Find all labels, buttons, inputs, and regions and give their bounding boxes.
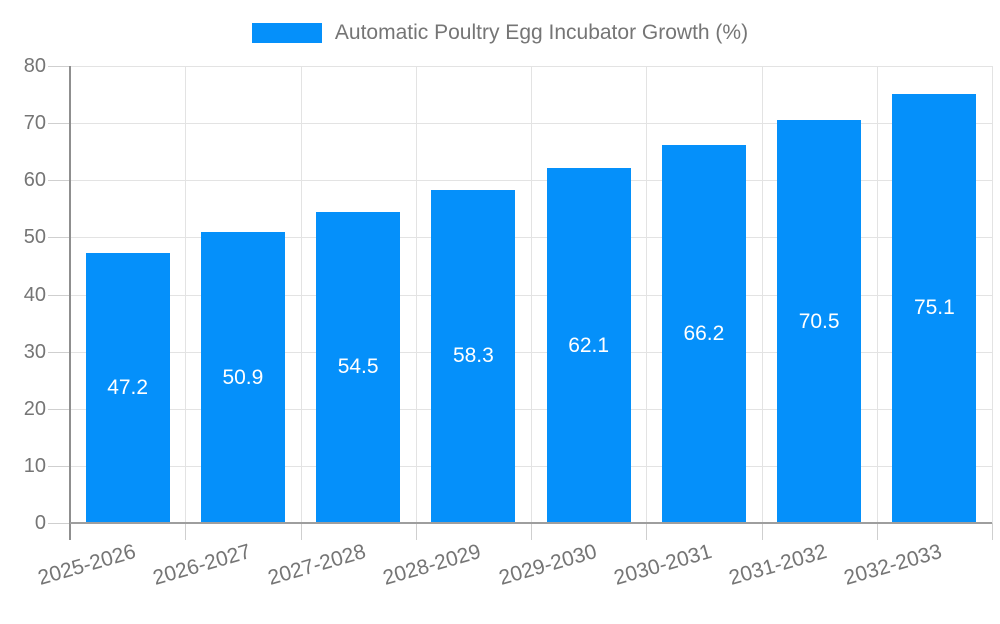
chart-container: Automatic Poultry Egg Incubator Growth (… [0, 20, 1000, 590]
bar: 50.9 [200, 232, 285, 523]
gridline-vertical [185, 66, 186, 523]
x-axis-tick [531, 523, 532, 540]
plot-area: 0 10 20 30 40 50 60 70 80 47.2 50.9 54.5 58.3 62.1 66.… [23, 55, 993, 590]
gridline-vertical [646, 66, 647, 523]
gridline-vertical [301, 66, 302, 523]
bar-value-label: 66.2 [683, 321, 725, 345]
bar: 75.1 [892, 93, 977, 523]
bar-value-label: 54.5 [337, 355, 379, 379]
y-axis-tick [48, 237, 70, 238]
x-axis-tick [646, 523, 647, 540]
x-axis-tick [762, 523, 763, 540]
bar-value-label: 58.3 [452, 344, 494, 368]
x-axis-tick [877, 523, 878, 540]
y-axis-tick-label: 10 [23, 455, 46, 477]
y-axis-tick [48, 180, 70, 181]
bar: 54.5 [316, 211, 401, 523]
y-axis-tick-label: 80 [23, 55, 46, 77]
bar: 47.2 [85, 253, 170, 523]
bar-value-label: 70.5 [798, 309, 840, 333]
y-axis-tick-label: 0 [34, 512, 46, 534]
legend-swatch [251, 23, 322, 43]
y-axis-tick [48, 66, 70, 67]
bar-value-label: 47.2 [107, 376, 149, 400]
x-axis-tick [992, 523, 993, 540]
gridline-vertical [877, 66, 878, 523]
y-axis-tick-label: 40 [23, 284, 46, 306]
legend-label: Automatic Poultry Egg Incubator Growth (… [334, 21, 749, 44]
bar: 62.1 [546, 168, 631, 523]
y-axis-tick [48, 352, 70, 353]
bar: 66.2 [661, 144, 746, 523]
chart-legend: Automatic Poultry Egg Incubator Growth (… [0, 20, 1000, 46]
x-axis-tick [185, 523, 186, 540]
gridline-vertical [762, 66, 763, 523]
gridline-vertical [416, 66, 417, 523]
y-axis-tick-label: 20 [23, 398, 46, 420]
bar: 58.3 [431, 189, 516, 523]
gridline-vertical [992, 66, 993, 523]
x-axis-tick [301, 523, 302, 540]
x-axis-line [70, 522, 992, 524]
bar: 70.5 [777, 120, 862, 523]
y-axis-line [69, 66, 71, 540]
y-axis-tick-label: 30 [23, 341, 46, 363]
y-axis-tick-label: 70 [23, 112, 46, 134]
gridline-vertical [531, 66, 532, 523]
y-axis-tick [48, 523, 70, 524]
x-axis-tick [416, 523, 417, 540]
y-axis-tick-label: 60 [23, 169, 46, 191]
y-axis-tick [48, 123, 70, 124]
y-axis-tick [48, 295, 70, 296]
y-axis-tick [48, 466, 70, 467]
y-axis-tick-label: 50 [23, 226, 46, 248]
bar-value-label: 62.1 [568, 333, 610, 357]
bar-value-label: 50.9 [222, 365, 264, 389]
y-axis-tick [48, 409, 70, 410]
bar-value-label: 75.1 [913, 296, 955, 320]
